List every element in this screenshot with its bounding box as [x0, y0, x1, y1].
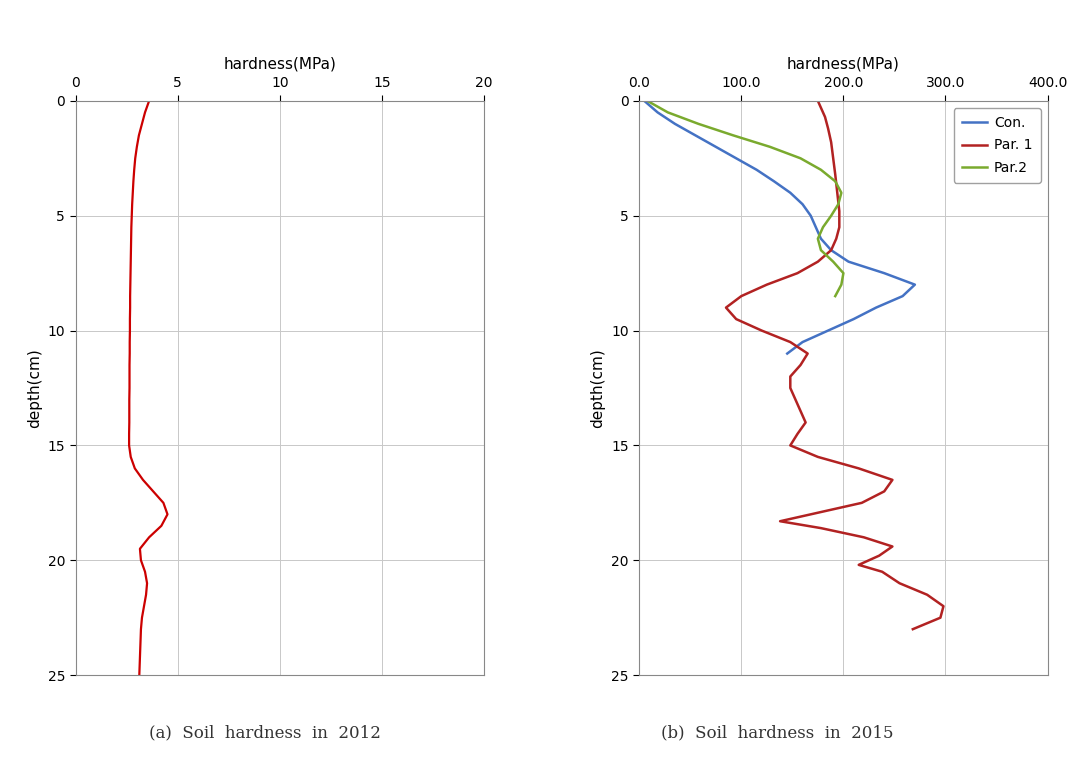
Par.2	[835, 280, 848, 289]
Par. 1	[801, 349, 814, 359]
Par.2	[794, 154, 807, 163]
Par. 1	[760, 280, 773, 289]
Par. 1	[893, 579, 906, 588]
Con.	[842, 257, 855, 266]
Par. 1	[784, 372, 797, 381]
Par. 1	[828, 170, 841, 179]
Par. 1	[791, 429, 804, 438]
Par. 1	[784, 383, 797, 393]
Text: (b)  Soil  hardness  in  2015: (b) Soil hardness in 2015	[661, 725, 894, 742]
Line: Par.2: Par.2	[647, 101, 843, 296]
Par.2	[811, 234, 824, 244]
Con.	[825, 245, 838, 255]
Par.2	[828, 292, 841, 301]
Par. 1	[833, 206, 846, 216]
Y-axis label: depth(cm): depth(cm)	[27, 348, 42, 428]
Con.	[908, 280, 921, 289]
Par. 1	[814, 103, 827, 113]
Con.	[809, 223, 822, 232]
Con.	[896, 292, 909, 301]
Par. 1	[937, 601, 950, 611]
Con.	[869, 303, 882, 312]
Par.2	[816, 223, 829, 232]
Text: (a)  Soil  hardness  in  2012: (a) Soil hardness in 2012	[149, 725, 380, 742]
Con.	[805, 211, 818, 220]
Par. 1	[788, 395, 801, 404]
Par. 1	[833, 223, 846, 232]
Con.	[781, 349, 794, 359]
Line: Par. 1: Par. 1	[726, 101, 944, 629]
Par.2	[837, 268, 850, 278]
Par. 1	[811, 96, 824, 106]
Con.	[638, 96, 651, 106]
Con.	[796, 338, 809, 347]
Par.2	[764, 142, 777, 151]
Par.2	[832, 199, 845, 209]
Par.2	[692, 120, 705, 129]
Par.2	[814, 165, 827, 175]
Par. 1	[784, 338, 797, 347]
Par. 1	[852, 560, 865, 570]
Par. 1	[822, 124, 835, 133]
Par. 1	[826, 154, 839, 163]
Par.2	[640, 96, 653, 106]
Par. 1	[811, 452, 824, 462]
Par. 1	[831, 188, 843, 197]
Par.2	[835, 188, 848, 197]
Con.	[669, 120, 681, 129]
Con.	[878, 268, 891, 278]
Par. 1	[878, 487, 891, 496]
Par. 1	[876, 567, 889, 577]
Par.2	[661, 108, 674, 117]
Par. 1	[906, 625, 919, 634]
Par. 1	[730, 314, 743, 324]
Con.	[768, 177, 781, 186]
Con.	[730, 154, 743, 163]
Y-axis label: depth(cm): depth(cm)	[591, 348, 606, 428]
Legend: Con., Par. 1, Par.2: Con., Par. 1, Par.2	[954, 108, 1041, 183]
Par. 1	[811, 257, 824, 266]
Con.	[796, 199, 809, 209]
Con.	[814, 234, 827, 244]
Par. 1	[873, 551, 886, 560]
Par. 1	[829, 234, 842, 244]
Par. 1	[886, 542, 899, 551]
Par. 1	[719, 303, 732, 312]
X-axis label: hardness(MPa): hardness(MPa)	[787, 56, 900, 71]
Par. 1	[825, 137, 838, 147]
Par.2	[814, 245, 827, 255]
Par. 1	[799, 417, 812, 427]
Par. 1	[855, 498, 868, 508]
Con.	[710, 142, 723, 151]
Par. 1	[858, 532, 870, 542]
Par. 1	[755, 326, 768, 335]
Par. 1	[791, 268, 804, 278]
Par. 1	[794, 360, 807, 369]
Par. 1	[819, 113, 832, 122]
Line: Con.: Con.	[645, 101, 915, 354]
Con.	[784, 188, 797, 197]
Par. 1	[934, 613, 947, 622]
Par. 1	[825, 245, 838, 255]
Par. 1	[794, 407, 807, 416]
Con.	[822, 326, 835, 335]
Par. 1	[814, 524, 827, 533]
Par. 1	[920, 590, 933, 599]
Par.2	[727, 130, 740, 140]
Par. 1	[773, 517, 786, 526]
Con.	[651, 108, 664, 117]
X-axis label: hardness(MPa): hardness(MPa)	[224, 56, 336, 71]
Par. 1	[805, 510, 818, 519]
Par. 1	[734, 292, 747, 301]
Con.	[689, 130, 702, 140]
Con.	[847, 314, 860, 324]
Par.2	[828, 177, 841, 186]
Con.	[751, 165, 764, 175]
Par.2	[826, 257, 839, 266]
Par. 1	[886, 475, 899, 484]
Par.2	[825, 211, 838, 220]
Par. 1	[784, 441, 797, 450]
Par. 1	[852, 464, 865, 473]
